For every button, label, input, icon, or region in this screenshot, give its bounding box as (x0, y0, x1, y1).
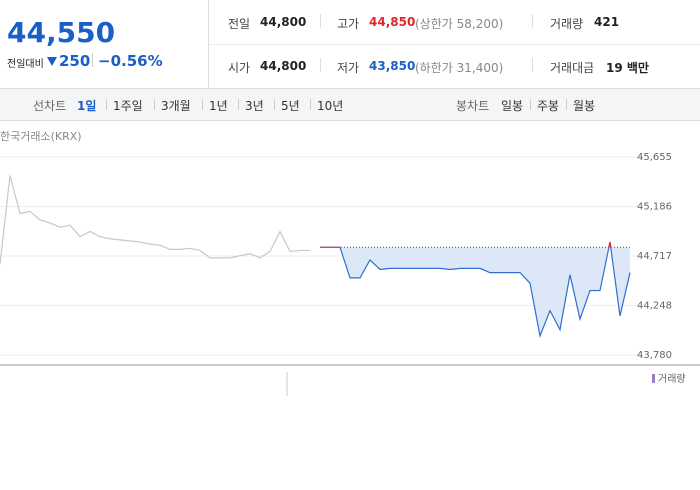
candle-tab[interactable]: 일봉 (501, 99, 524, 113)
volume-legend: 거래량 (658, 373, 686, 385)
price-line (0, 175, 310, 265)
stat-value: 19 백만 (606, 61, 649, 75)
stat-label: 거래대금 (550, 61, 595, 75)
y-tick-label: 45,186 (637, 202, 672, 213)
divider (154, 99, 155, 110)
divider (532, 58, 533, 72)
divider (238, 99, 239, 110)
stat-note: (하한가 31,400) (415, 61, 504, 75)
stat-value: 44,800 (260, 15, 307, 29)
area-fill (320, 242, 630, 336)
stat-note: (상한가 58,200) (415, 17, 504, 31)
stat-label: 거래량 (550, 17, 584, 31)
divider (530, 99, 531, 110)
divider (566, 99, 567, 110)
period-tab[interactable]: 1일 (77, 99, 97, 113)
period-tab[interactable]: 3년 (245, 99, 264, 113)
candle-tab[interactable]: 주봉 (537, 99, 560, 113)
price: 44,550 (7, 16, 116, 49)
period-tab[interactable]: 10년 (317, 99, 344, 113)
divider (202, 99, 203, 110)
stat-value: 421 (594, 15, 620, 29)
stat-label: 고가 (337, 17, 360, 31)
stat-value: 44,800 (260, 59, 307, 73)
y-tick-label: 45,655 (637, 152, 672, 163)
divider (106, 99, 107, 110)
stat-label: 전일 (228, 17, 251, 31)
line-chart-label: 선차트 (33, 99, 67, 113)
period-tab[interactable]: 1년 (209, 99, 228, 113)
divider (320, 58, 321, 72)
stat-value: 43,850 (369, 59, 416, 73)
change-pct: −0.56% (98, 52, 163, 70)
divider (92, 53, 93, 67)
period-tab[interactable]: 3개월 (161, 99, 191, 113)
divider (310, 99, 311, 110)
candle-chart-label: 봉차트 (456, 99, 490, 113)
period-tab[interactable]: 1주일 (113, 99, 143, 113)
chart: 한국거래소(KRX) 43,780 44,248 44,717 45,186 45,65… (0, 130, 700, 396)
stat-value: 44,850 (369, 15, 416, 29)
price-line (320, 241, 631, 339)
quote-panel: 44,550 전일대비 250 −0.56% (0, 0, 209, 88)
divider (274, 99, 275, 110)
tab-bar: 선차트 1일 1주일 3개월 1년 3년 5년 10년 봉차트 일봉 주봉 월봉 (0, 88, 700, 121)
change: 250 (59, 52, 91, 70)
change-label: 전일대비 (7, 59, 44, 70)
candle-tab[interactable]: 월봉 (573, 99, 596, 113)
divider (320, 14, 321, 28)
y-tick-label: 44,248 (637, 301, 672, 312)
source: 한국거래소(KRX) (0, 130, 82, 143)
stat-label: 저가 (337, 61, 360, 75)
period-tab[interactable]: 5년 (281, 99, 300, 113)
y-tick-label: 43,780 (637, 350, 672, 361)
stat-label: 시가 (228, 61, 251, 75)
divider (532, 14, 533, 28)
down-arrow (47, 57, 57, 66)
volume-legend-swatch (652, 374, 655, 383)
y-tick-label: 44,717 (637, 251, 672, 262)
row-divider (209, 44, 700, 45)
